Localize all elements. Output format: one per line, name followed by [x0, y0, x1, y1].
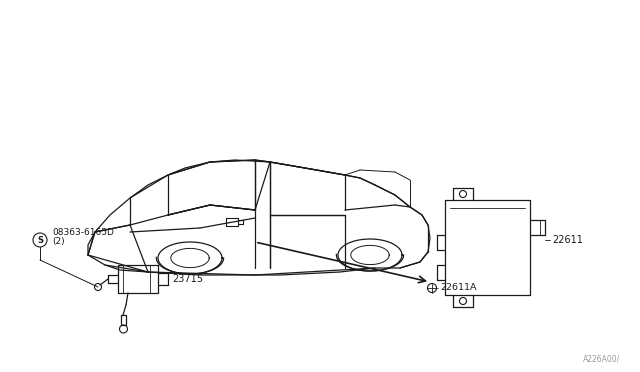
- Text: 23715: 23715: [172, 274, 203, 284]
- Text: 22611A: 22611A: [440, 283, 477, 292]
- Text: (2): (2): [52, 237, 65, 246]
- Text: S: S: [37, 235, 43, 244]
- Text: 08363-6165D: 08363-6165D: [52, 228, 114, 237]
- Text: 22611: 22611: [552, 235, 583, 245]
- Text: A226A00/: A226A00/: [583, 354, 620, 363]
